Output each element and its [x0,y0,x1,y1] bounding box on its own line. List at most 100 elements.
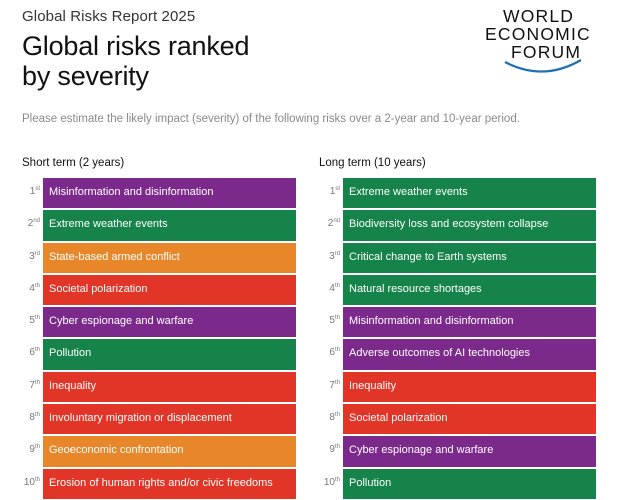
page-title-line-1: Global risks ranked [22,31,250,61]
rank-row: 10th Erosion of human rights and/or civic… [0,468,300,500]
wef-logo: WORLD ECONOMIC FORUM [485,6,607,82]
rank-row: 7th Inequality [0,371,300,403]
rank-row: 8th Involuntary migration or displacement [0,403,300,435]
risk-bar: State-based armed conflict [43,242,296,273]
rank-number-value: 3 [329,250,335,262]
logo-text-world: WORLD [503,6,575,26]
rank-number-value: 5 [329,315,335,327]
risk-bar: Pollution [43,339,296,370]
logo-text-forum: FORUM [511,42,582,62]
rank-number-suffix: th [34,379,40,386]
rank-number: 6th [300,347,340,358]
risk-bar: Involuntary migration or displacement [43,404,296,435]
rank-number-value: 4 [329,282,335,294]
risk-bar: Pollution [343,468,596,499]
rank-number: 9th [300,444,340,455]
rank-number: 8th [0,412,40,423]
rank-row: 4th Natural resource shortages [300,274,600,306]
risk-bar: Societal polarization [43,274,296,306]
rank-number: 5th [0,315,40,326]
rank-number-value: 7 [29,379,35,391]
risk-bar: Inequality [343,371,596,403]
rank-number: 4th [300,283,340,294]
instruction-text: Please estimate the likely impact (sever… [22,113,520,125]
rank-number-suffix: th [334,315,340,322]
rank-number-value: 3 [29,250,35,262]
rank-number: 6th [0,347,40,358]
rank-number-value: 9 [329,444,335,456]
rank-number-suffix: nd [333,218,340,225]
rank-number-value: 7 [329,379,335,391]
rank-number: 10th [0,477,40,488]
rank-row: 9th Cyber espionage and warfare [300,435,600,467]
risk-bar: Cyber espionage and warfare [343,436,596,467]
rank-number-suffix: th [334,444,340,451]
rank-number: 7th [0,380,40,391]
page-title: Global risks ranked by severity [22,31,249,91]
rank-row: 3rd Critical change to Earth systems [300,242,600,274]
rank-number-suffix: th [334,347,340,354]
report-label: Global Risks Report 2025 [22,8,196,25]
rank-number-suffix: th [334,412,340,419]
rank-row: 2nd Biodiversity loss and ecosystem colla… [300,209,600,241]
rank-number-value: 9 [29,444,35,456]
short-term-heading: Short term (2 years) [22,157,125,169]
rank-number-value: 2 [327,218,334,230]
rank-number-value: 4 [29,282,35,294]
rank-number-value: 2 [27,218,34,230]
risk-bar: Biodiversity loss and ecosystem collapse [343,210,596,241]
risk-bar: Extreme weather events [43,210,296,241]
risk-bar: Geoeconomic confrontation [43,436,296,467]
risk-bar: Critical change to Earth systems [343,242,596,273]
rank-row: 9th Geoeconomic confrontation [0,435,300,467]
rank-number-value: 6 [329,347,335,359]
rank-row: 4th Societal polarization [0,274,300,306]
risk-bar: Misinformation and disinformation [43,178,296,209]
risk-bar: Societal polarization [343,404,596,435]
rank-row: 5th Cyber espionage and warfare [0,306,300,338]
risk-bar: Misinformation and disinformation [343,307,596,338]
rank-number-value: 1 [329,186,336,197]
rank-row: 3rd State-based armed conflict [0,242,300,274]
rank-number-suffix: th [334,379,340,386]
rank-number-suffix: th [334,476,340,483]
rank-number-suffix: rd [334,250,340,257]
rank-number: 7th [300,380,340,391]
risk-bar: Cyber espionage and warfare [43,307,296,338]
rank-number-value: 8 [29,412,35,424]
long-term-list: 1st Extreme weather events 2nd Biodiversity… [300,177,600,500]
rank-number-value: 10 [23,476,35,488]
rank-number-suffix: th [34,412,40,419]
rank-number: 10th [300,477,340,488]
rank-number: 9th [0,444,40,455]
risk-bar: Erosion of human rights and/or civic fre… [43,468,296,499]
rank-number-value: 1 [29,186,36,197]
risk-bar: Natural resource shortages [343,274,596,306]
rank-row: 6th Adverse outcomes of AI technologies [300,338,600,370]
rank-number: 2nd [300,218,340,229]
rank-number-value: 8 [329,412,335,424]
rank-row: 7th Inequality [300,371,600,403]
page-title-line-2: by severity [22,61,149,91]
rank-number-suffix: th [34,315,40,322]
rank-number: 3rd [300,251,340,262]
rank-number-suffix: th [34,282,40,289]
rank-number-value: 6 [29,347,35,359]
rank-number: 8th [300,412,340,423]
rank-number-suffix: th [34,476,40,483]
rank-number-suffix: nd [33,218,40,225]
rank-number-suffix: st [35,186,40,192]
rank-number: 3rd [0,251,40,262]
rank-number: 4th [0,283,40,294]
rank-row: 2nd Extreme weather events [0,209,300,241]
risk-bar: Adverse outcomes of AI technologies [343,339,596,370]
rank-number-suffix: th [34,347,40,354]
rank-number-suffix: st [335,186,340,192]
rank-number: 2nd [0,218,40,229]
rank-row: 6th Pollution [0,338,300,370]
logo-arc-icon [504,59,582,73]
rank-number-suffix: th [34,444,40,451]
rank-number: 5th [300,315,340,326]
long-term-heading: Long term (10 years) [319,157,426,169]
rank-number-value: 10 [323,476,335,488]
